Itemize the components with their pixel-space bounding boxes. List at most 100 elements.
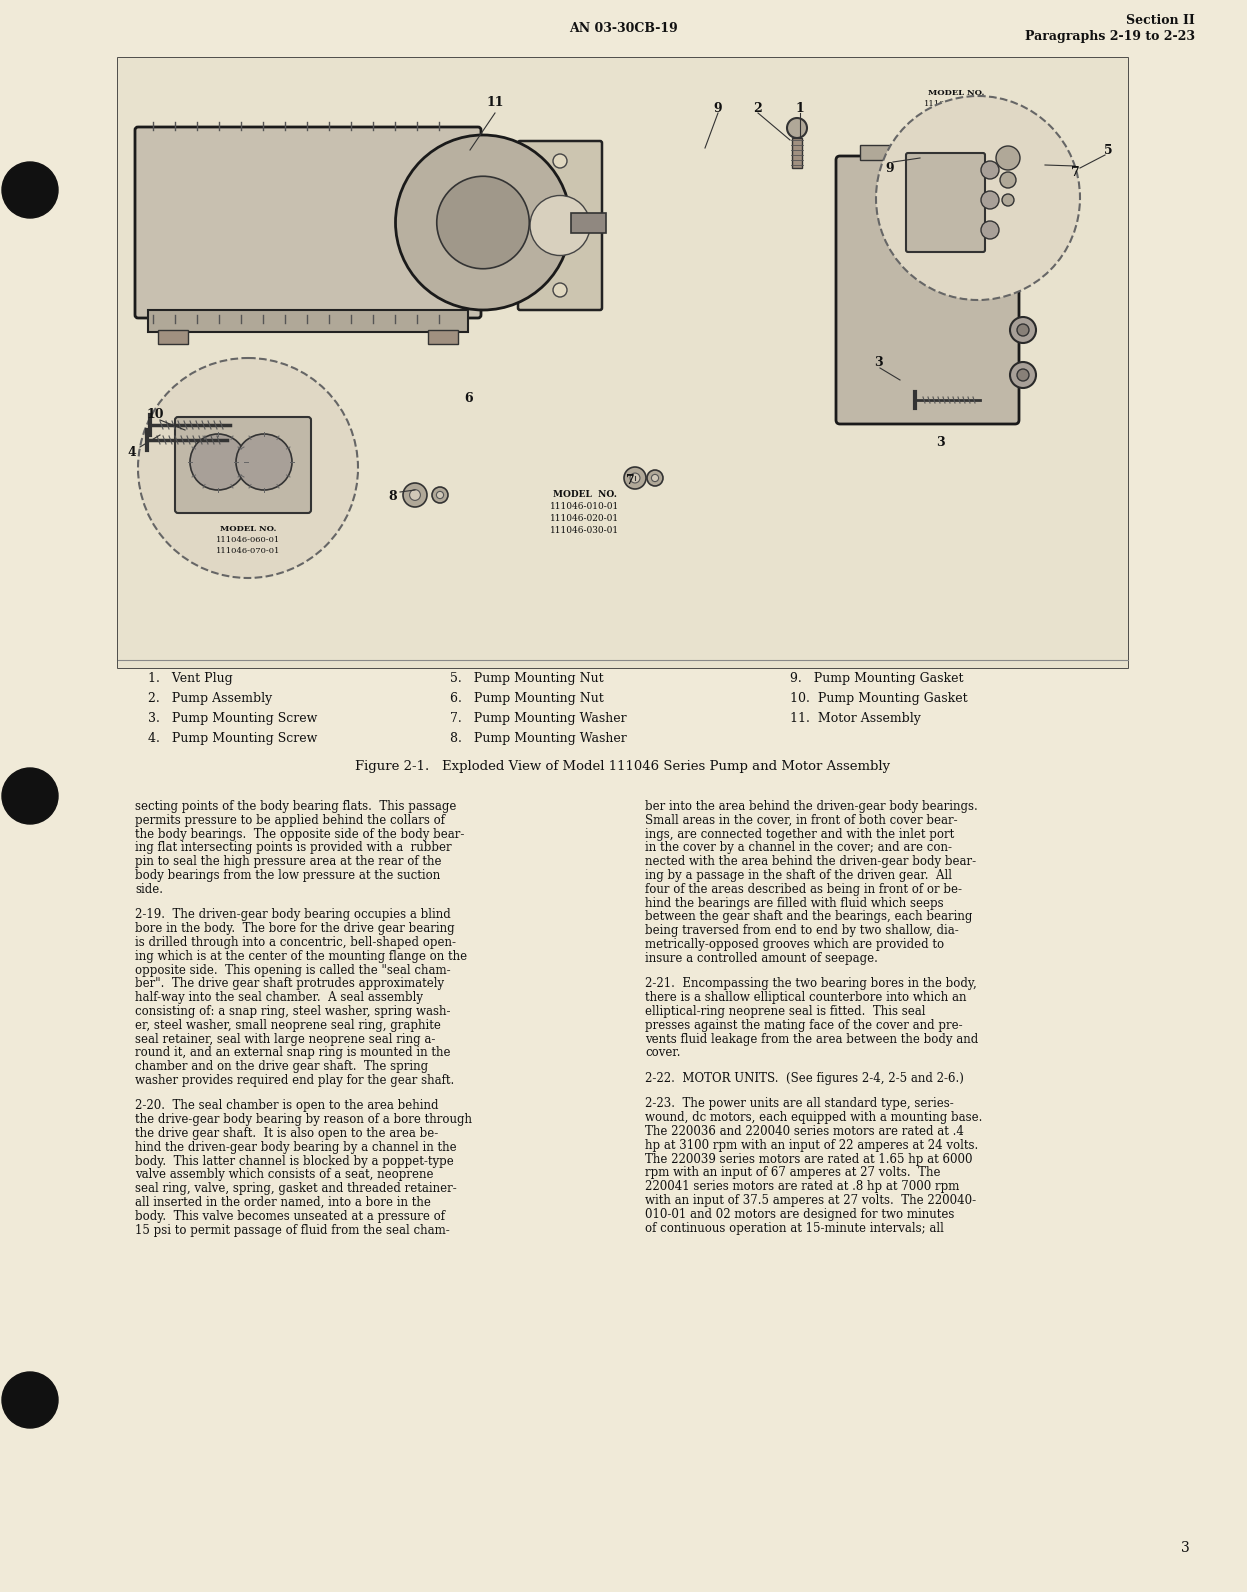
Text: cover.: cover. [645, 1046, 681, 1059]
Text: 4.   Pump Mounting Screw: 4. Pump Mounting Screw [148, 732, 318, 745]
Text: valve assembly which consists of a seat, neoprene: valve assembly which consists of a seat,… [135, 1169, 434, 1181]
Text: 11: 11 [486, 97, 504, 110]
Text: hind the driven-gear body bearing by a channel in the: hind the driven-gear body bearing by a c… [135, 1141, 456, 1154]
Text: 10: 10 [146, 409, 163, 422]
Circle shape [138, 358, 358, 578]
Text: MODEL  NO.: MODEL NO. [552, 490, 617, 498]
Circle shape [1003, 194, 1014, 205]
Text: ing by a passage in the shaft of the driven gear.  All: ing by a passage in the shaft of the dri… [645, 869, 951, 882]
Bar [570, 212, 606, 232]
Text: MODEL NO.: MODEL NO. [219, 525, 276, 533]
Text: 2-23.  The power units are all standard type, series-: 2-23. The power units are all standard t… [645, 1097, 954, 1110]
Text: Paragraphs 2-19 to 2-23: Paragraphs 2-19 to 2-23 [1025, 30, 1195, 43]
Circle shape [787, 118, 807, 139]
Text: 9: 9 [713, 102, 722, 115]
Text: opposite side.  This opening is called the "seal cham-: opposite side. This opening is called th… [135, 963, 450, 976]
Text: 010-01 and 02 motors are designed for two minutes: 010-01 and 02 motors are designed for tw… [645, 1208, 954, 1221]
Text: with an input of 37.5 amperes at 27 volts.  The 220040-: with an input of 37.5 amperes at 27 volt… [645, 1194, 976, 1207]
Circle shape [409, 490, 420, 500]
Text: 6.   Pump Mounting Nut: 6. Pump Mounting Nut [450, 693, 604, 705]
Text: The 220036 and 220040 series motors are rated at .4: The 220036 and 220040 series motors are … [645, 1126, 964, 1138]
FancyBboxPatch shape [907, 153, 985, 252]
Text: half-way into the seal chamber.  A seal assembly: half-way into the seal chamber. A seal a… [135, 992, 423, 1005]
Circle shape [647, 470, 663, 486]
Text: Small areas in the cover, in front of both cover bear-: Small areas in the cover, in front of bo… [645, 814, 958, 826]
Circle shape [981, 221, 999, 239]
Text: 2-22.  MOTOR UNITS.  (See figures 2-4, 2-5 and 2-6.): 2-22. MOTOR UNITS. (See figures 2-4, 2-5… [645, 1071, 964, 1084]
Text: wound, dc motors, each equipped with a mounting base.: wound, dc motors, each equipped with a m… [645, 1111, 983, 1124]
Text: 111046-010-01: 111046-010-01 [550, 501, 620, 511]
Text: 2: 2 [753, 102, 762, 115]
Text: hp at 3100 rpm with an input of 22 amperes at 24 volts.: hp at 3100 rpm with an input of 22 amper… [645, 1138, 978, 1151]
Circle shape [530, 196, 590, 255]
Circle shape [1010, 228, 1036, 253]
Text: 5.   Pump Mounting Nut: 5. Pump Mounting Nut [450, 672, 604, 685]
Text: 7: 7 [626, 474, 635, 487]
Text: being traversed from end to end by two shallow, dia-: being traversed from end to end by two s… [645, 925, 959, 938]
Text: AN 03-30CB-19: AN 03-30CB-19 [569, 22, 677, 35]
Text: Section II: Section II [1126, 14, 1195, 27]
Text: four of the areas described as being in front of or be-: four of the areas described as being in … [645, 884, 961, 896]
Text: ing which is at the center of the mounting flange on the: ing which is at the center of the mounti… [135, 950, 468, 963]
Circle shape [651, 474, 658, 482]
FancyBboxPatch shape [835, 156, 1019, 423]
Circle shape [981, 161, 999, 178]
Circle shape [2, 162, 59, 218]
Text: er, steel washer, small neoprene seal ring, graphite: er, steel washer, small neoprene seal ri… [135, 1019, 441, 1032]
Text: 7.   Pump Mounting Washer: 7. Pump Mounting Washer [450, 712, 627, 724]
Text: permits pressure to be applied behind the collars of: permits pressure to be applied behind th… [135, 814, 445, 826]
Text: bore in the body.  The bore for the drive gear bearing: bore in the body. The bore for the drive… [135, 922, 455, 935]
Text: 8.   Pump Mounting Washer: 8. Pump Mounting Washer [450, 732, 627, 745]
Text: washer provides required end play for the gear shaft.: washer provides required end play for th… [135, 1075, 454, 1087]
Text: in the cover by a channel in the cover; and are con-: in the cover by a channel in the cover; … [645, 842, 951, 855]
FancyBboxPatch shape [135, 127, 481, 318]
Text: there is a shallow elliptical counterbore into which an: there is a shallow elliptical counterbor… [645, 992, 966, 1005]
Circle shape [875, 96, 1080, 299]
Text: 1.   Vent Plug: 1. Vent Plug [148, 672, 233, 685]
Text: elliptical-ring neoprene seal is fitted.  This seal: elliptical-ring neoprene seal is fitted.… [645, 1005, 925, 1017]
Text: rpm with an input of 67 amperes at 27 volts.  The: rpm with an input of 67 amperes at 27 vo… [645, 1167, 940, 1180]
Text: insure a controlled amount of seepage.: insure a controlled amount of seepage. [645, 952, 878, 965]
Text: side.: side. [135, 884, 163, 896]
FancyBboxPatch shape [175, 417, 311, 513]
Bar [860, 145, 995, 161]
Circle shape [431, 487, 448, 503]
Text: presses against the mating face of the cover and pre-: presses against the mating face of the c… [645, 1019, 963, 1032]
Circle shape [1010, 361, 1036, 388]
Text: 11.  Motor Assembly: 11. Motor Assembly [791, 712, 920, 724]
Text: round it, and an external snap ring is mounted in the: round it, and an external snap ring is m… [135, 1046, 450, 1059]
Text: 111046-030-01: 111046-030-01 [550, 525, 620, 535]
FancyBboxPatch shape [518, 142, 602, 310]
Text: consisting of: a snap ring, steel washer, spring wash-: consisting of: a snap ring, steel washer… [135, 1005, 450, 1017]
Circle shape [1018, 189, 1029, 201]
Text: 9.   Pump Mounting Gasket: 9. Pump Mounting Gasket [791, 672, 964, 685]
Text: body.  This valve becomes unseated at a pressure of: body. This valve becomes unseated at a p… [135, 1210, 445, 1223]
Text: 15 psi to permit passage of fluid from the seal cham-: 15 psi to permit passage of fluid from t… [135, 1224, 450, 1237]
Circle shape [630, 473, 640, 482]
Bar [118, 57, 1129, 669]
Text: body.  This latter channel is blocked by a poppet-type: body. This latter channel is blocked by … [135, 1154, 454, 1167]
Bar [118, 57, 1129, 669]
Circle shape [1018, 234, 1029, 247]
Circle shape [552, 154, 567, 169]
Text: of continuous operation at 15-minute intervals; all: of continuous operation at 15-minute int… [645, 1221, 944, 1234]
Text: 2-20.  The seal chamber is open to the area behind: 2-20. The seal chamber is open to the ar… [135, 1100, 439, 1113]
Circle shape [1010, 317, 1036, 342]
Text: Figure 2-1.   Exploded View of Model 111046 Series Pump and Motor Assembly: Figure 2-1. Exploded View of Model 11104… [355, 759, 890, 774]
Text: seal ring, valve, spring, gasket and threaded retainer-: seal ring, valve, spring, gasket and thr… [135, 1183, 456, 1196]
Text: ings, are connected together and with the inlet port: ings, are connected together and with th… [645, 828, 954, 841]
Text: the drive gear shaft.  It is also open to the area be-: the drive gear shaft. It is also open to… [135, 1127, 438, 1140]
Text: 111046-020-01: 111046-020-01 [550, 514, 620, 524]
Text: 2-19.  The driven-gear body bearing occupies a blind: 2-19. The driven-gear body bearing occup… [135, 909, 450, 922]
Text: 111046-070-01: 111046-070-01 [216, 548, 281, 556]
Text: 9: 9 [885, 161, 894, 175]
Text: 7: 7 [1071, 166, 1080, 178]
Circle shape [624, 466, 646, 489]
Text: 2-21.  Encompassing the two bearing bores in the body,: 2-21. Encompassing the two bearing bores… [645, 977, 976, 990]
Text: 111046-050-01: 111046-050-01 [924, 111, 988, 119]
Text: 220041 series motors are rated at .8 hp at 7000 rpm: 220041 series motors are rated at .8 hp … [645, 1180, 959, 1192]
Circle shape [236, 435, 292, 490]
Bar [158, 330, 188, 344]
Text: 5: 5 [1104, 143, 1112, 156]
Text: metrically-opposed grooves which are provided to: metrically-opposed grooves which are pro… [645, 938, 944, 950]
